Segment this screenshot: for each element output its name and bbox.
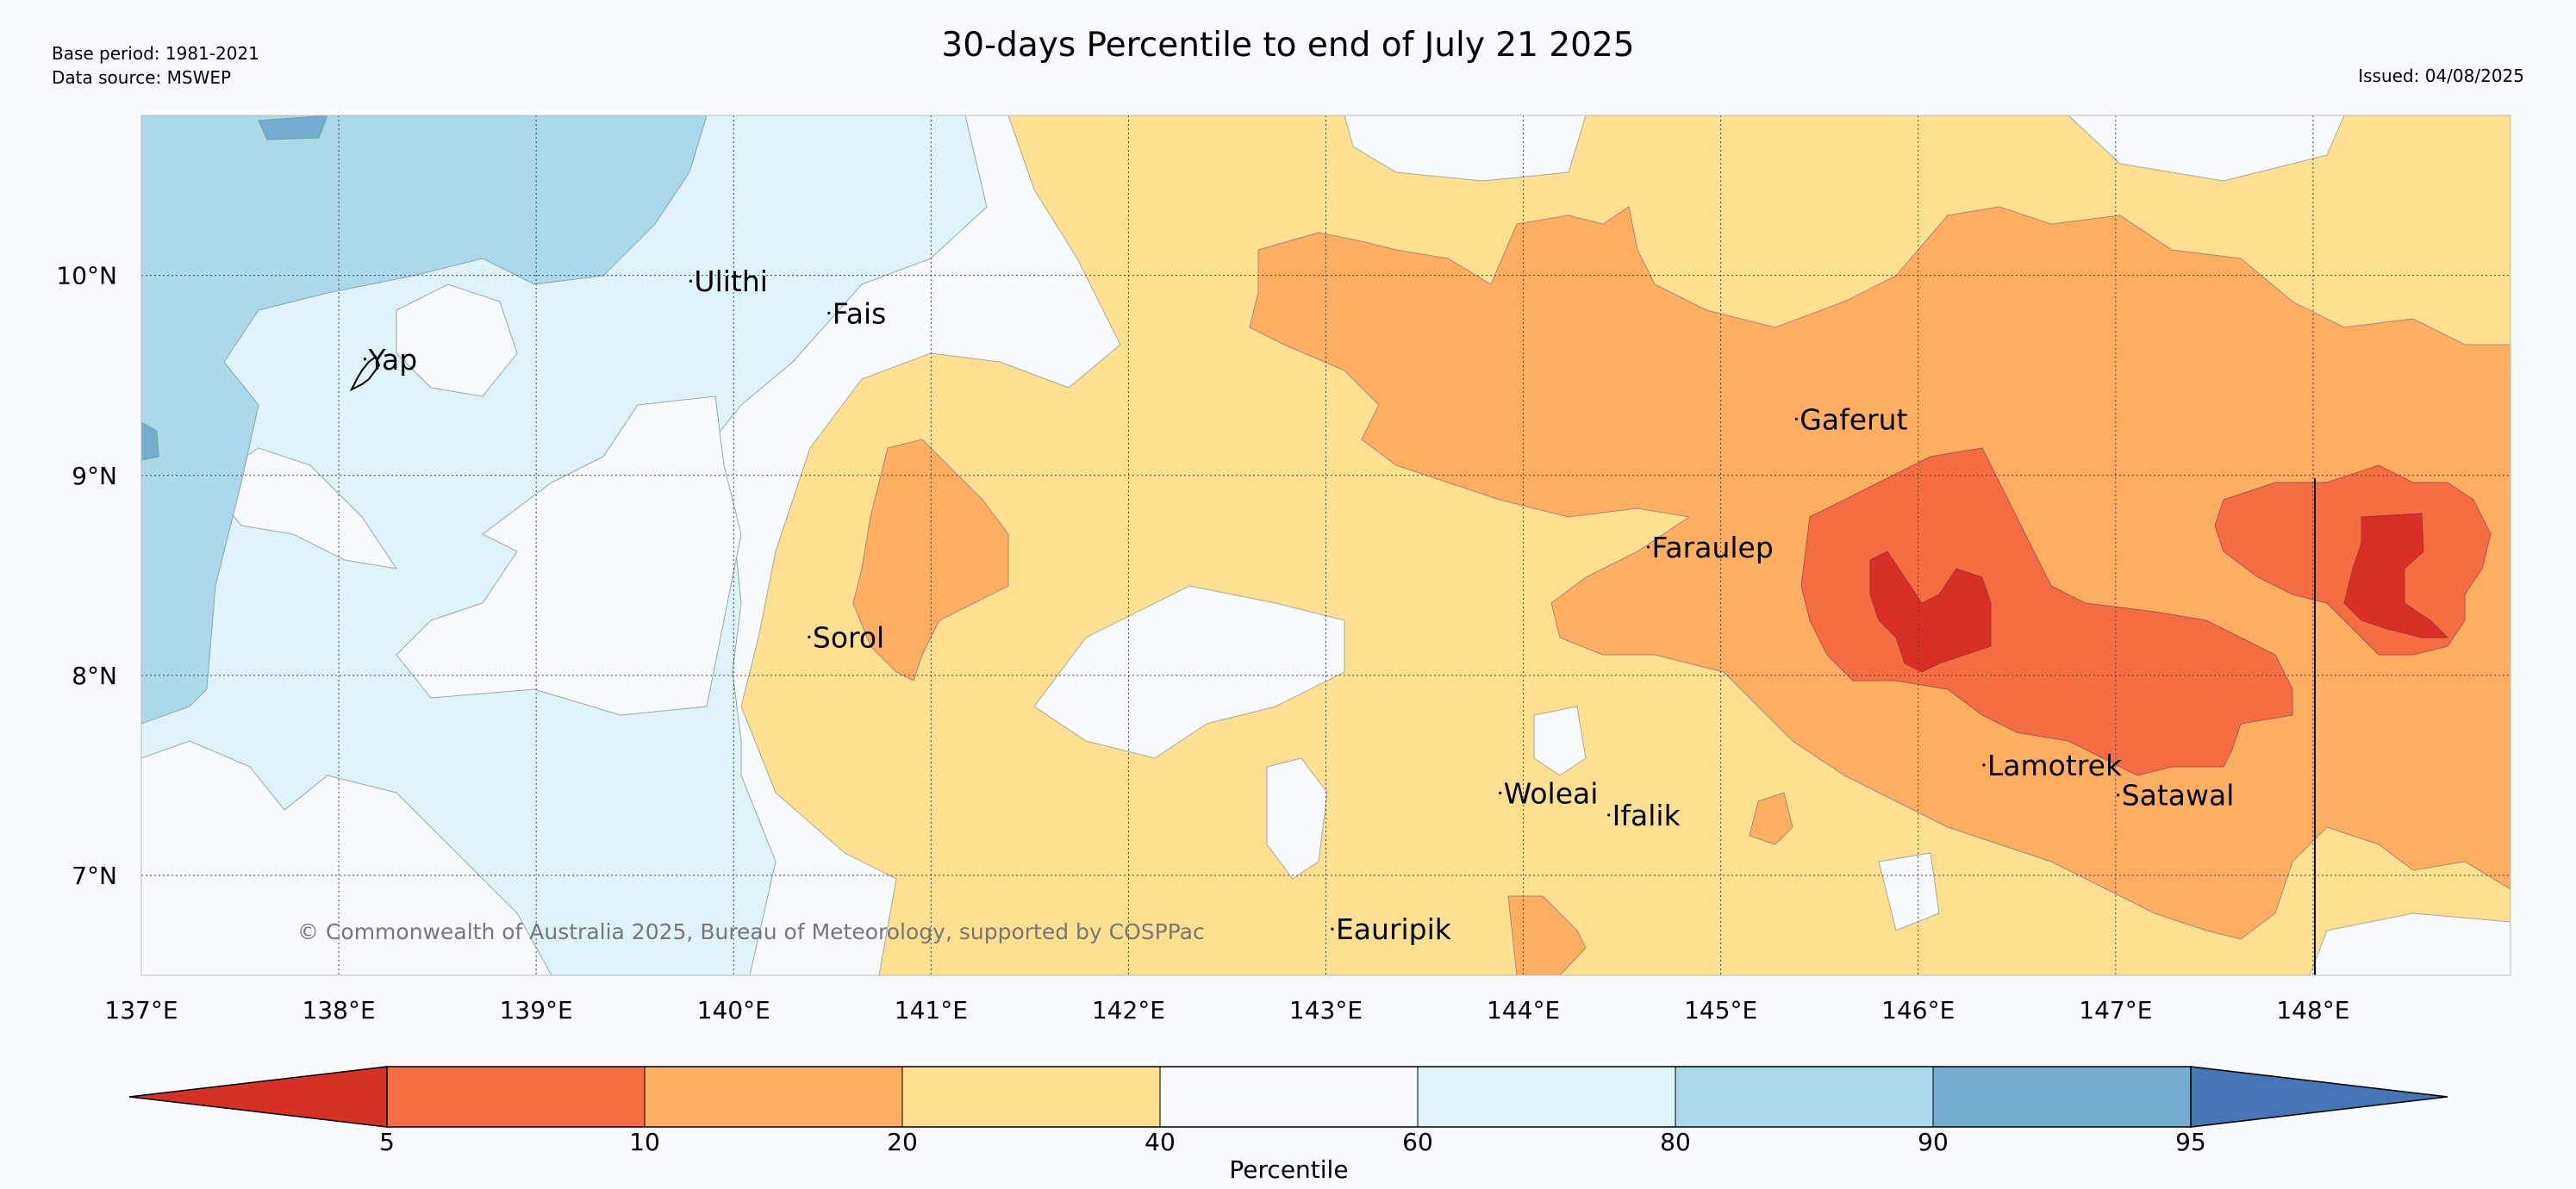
place-marker [689,279,693,283]
data-source: Data source: MSWEP [52,67,232,88]
colorbar-tick-label: 90 [1918,1128,1949,1156]
colorbar-tick-label: 60 [1402,1128,1433,1156]
metadata-block: Base period: 1981-2021 Data source: MSWE… [52,41,259,90]
lat-tick-label: 7°N [72,862,117,890]
issued-date: Issued: 04/08/2025 [2358,65,2524,86]
field-40-60-patch [396,395,742,716]
field-10-20 [1749,792,1793,845]
field-40-60-patch [2068,115,2345,182]
place-label: Fais [833,296,887,330]
percentile-field [141,115,2511,975]
field-40-60-patch [2309,912,2511,975]
place-marker [1646,545,1650,549]
place-marker [1331,927,1334,931]
field-40-60-patch [206,447,398,570]
place-marker [1499,791,1502,795]
field-80-90 [141,115,708,725]
colorbar-high-extend [2190,1066,2448,1128]
field-90-95 [141,421,159,461]
lon-tick-label: 138°E [303,996,376,1024]
colorbar-bin [1159,1066,1419,1128]
colorbar-bin [901,1066,1161,1128]
field-below-5 [2343,513,2449,638]
place-label: Ifalik [1612,799,1681,832]
lon-tick-label: 137°E [104,996,178,1024]
lat-tick-label: 9°N [72,462,117,490]
field-5-10 [1800,447,2293,776]
place-labels: Ulithi Fais Yap Gaferut Faraulep Sorol Woleai I… [363,265,2235,946]
field-40-60-patch [1878,852,1940,931]
field-40-60-patch [1266,757,1328,880]
colorbar-bin [644,1066,903,1128]
copyright-text: © Commonwealth of Australia 2025, Bureau… [297,919,1205,944]
colorbar-tick-label: 5 [379,1128,395,1156]
field-40-60-patch [1344,115,1587,182]
colorbar: 5 10 20 40 60 80 90 95 Percentile [128,1066,2448,1184]
place-marker [1607,813,1611,817]
colorbar-tick-label: 10 [629,1128,660,1156]
field-40-60-patch [1033,585,1345,759]
map-title: 30-days Percentile to end of July 21 202… [941,26,1635,65]
field-5-10 [2214,464,2492,656]
place-marker [1794,417,1798,420]
lon-tick-label: 141°E [895,996,968,1024]
colorbar-tick-label: 40 [1145,1128,1176,1156]
lon-tick-label: 144°E [1487,996,1560,1024]
colorbar-bin [1417,1066,1676,1128]
colorbar-tick-label: 20 [887,1128,918,1156]
longitude-tick-labels: 137°E 138°E 139°E 140°E 141°E 142°E 143°E 144°E… [104,996,2349,1024]
place-label: Yap [367,343,417,377]
colorbar-label: Percentile [1229,1155,1348,1184]
gridlines [140,115,2511,975]
lon-tick-label: 148°E [2276,996,2349,1024]
lon-tick-label: 139°E [500,996,573,1024]
colorbar-tick-label: 80 [1660,1128,1691,1156]
place-label: Eauripik [1336,912,1452,946]
place-label: Ulithi [694,265,768,298]
field-90-95 [258,115,328,140]
colorbar-tick-label: 95 [2175,1128,2206,1156]
lon-tick-label: 142°E [1092,996,1165,1024]
lon-tick-label: 140°E [697,996,770,1024]
lat-tick-label: 8°N [72,662,117,690]
place-label: Sorol [813,620,884,654]
lon-tick-label: 147°E [2079,996,2152,1024]
place-marker [808,635,811,638]
place-marker [827,311,831,314]
colorbar-bin [1932,1066,2192,1128]
lat-tick-label: 10°N [56,262,117,290]
place-label: Woleai [1504,776,1599,810]
lon-tick-label: 146°E [1881,996,1955,1024]
place-marker [1982,763,1986,767]
lon-tick-label: 145°E [1684,996,1757,1024]
colorbar-frame [386,1066,2192,1128]
field-10-20 [1507,895,1587,975]
colorbar-bin [1675,1066,1934,1128]
base-period: Base period: 1981-2021 [52,43,259,64]
colorbar-low-extend [128,1066,388,1128]
yap-island-outline [349,355,381,392]
place-marker [2117,794,2120,797]
place-label: Faraulep [1651,531,1773,564]
field-40-60-patch [1533,706,1587,776]
field-40-60-patch [396,283,518,397]
place-label: Gaferut [1799,402,1907,436]
place-label: Lamotrek [1987,749,2123,782]
place-marker [363,358,367,361]
latitude-tick-labels: 10°N 9°N 8°N 7°N [56,262,117,890]
plot-frame [140,115,2511,976]
field-below-5 [1869,551,1992,673]
colorbar-bin [386,1066,646,1128]
lon-tick-label: 143°E [1289,996,1363,1024]
place-label: Satawal [2122,779,2235,812]
